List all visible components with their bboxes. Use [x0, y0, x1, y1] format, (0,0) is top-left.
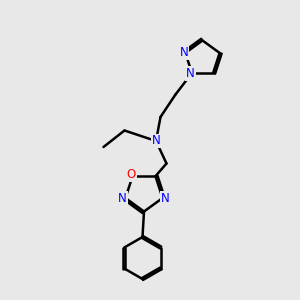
Text: O: O [126, 168, 136, 181]
Text: N: N [152, 134, 160, 148]
Text: N: N [118, 191, 127, 205]
Text: N: N [161, 191, 170, 205]
Text: N: N [186, 67, 195, 80]
Text: N: N [179, 46, 188, 59]
